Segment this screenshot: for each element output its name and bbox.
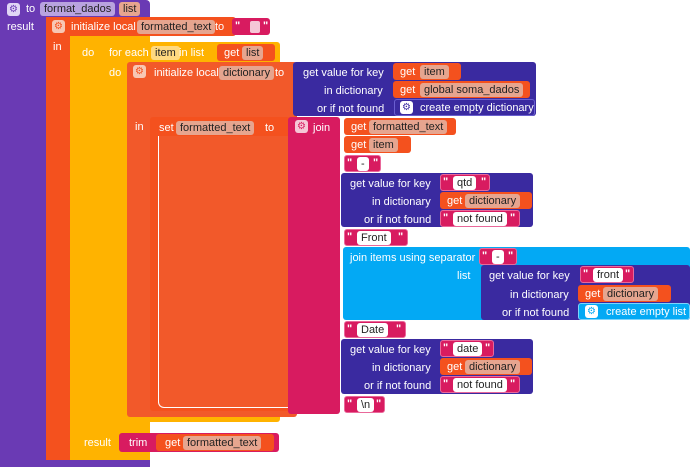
get-formatted-text-result-label: get [165,437,181,449]
get-item-top-var[interactable]: item [420,65,449,79]
text-front-key[interactable]: front [593,268,624,282]
init-dict-label: initialize local [154,67,219,79]
quote-close: " [263,20,269,32]
text-nf-date[interactable]: not found [453,378,507,392]
quote-close: " [373,157,379,169]
join-label: join [313,122,331,134]
init-local-to-label: to [215,21,225,33]
get-formatted-text-label: get [351,121,367,133]
quote-close: " [485,342,491,354]
init-local-var[interactable]: formatted_text [137,20,216,34]
gvfk-date-label: get value for key [350,344,431,356]
get-dict-qtd-var[interactable]: dictionary [465,194,521,208]
quote-open: " [443,342,449,354]
get-global-label: get [400,84,416,96]
text-nf-qtd[interactable]: not found [453,212,507,226]
for-each-do-label: do [109,67,122,79]
create-list-gear-icon[interactable]: ⚙ [585,305,598,318]
join-gear-icon[interactable]: ⚙ [295,120,308,133]
in-dict-front-label: in dictionary [510,289,569,301]
text-date-key[interactable]: date [453,342,483,356]
quote-close: " [625,268,631,280]
get-dict-date-label: get [447,361,463,373]
quote-close: " [398,231,404,243]
result-trim-label: result [84,437,111,449]
proc-param[interactable]: list [119,2,141,16]
join-separator-label: join items using separator [350,252,476,264]
init-dict-var[interactable]: dictionary [219,66,275,80]
quote-open: " [347,398,353,410]
empty-text-field[interactable] [250,21,260,33]
get-item-label: get [351,139,367,151]
text-dash-1[interactable]: - [357,157,369,171]
get-global-var[interactable]: global soma_dados [420,83,524,97]
init-local-in-label: in [53,41,62,53]
in-dict-top-label: in dictionary [324,85,383,97]
get-dict-front-label: get [585,288,601,300]
nf-front-label: or if not found [502,307,570,319]
quote-close: " [481,176,487,188]
in-dict-qtd-label: in dictionary [372,196,431,208]
or-not-found-top-label: or if not found [317,103,385,115]
get-formatted-text-var[interactable]: formatted_text [369,120,448,134]
gvfk-top-label: get value for key [303,67,384,79]
for-each-item-var[interactable]: item [151,46,180,60]
in-dict-date-label: in dictionary [372,362,431,374]
set-to-label: to [265,122,275,134]
get-item-top-label: get [400,66,416,78]
do-label: do [82,47,95,59]
quote-open: " [235,20,241,32]
set-block-body [158,136,288,408]
get-list-label: get [224,47,240,59]
in-list-label: in list [179,47,205,59]
proc-result-label: result [7,21,34,33]
quote-open: " [482,250,488,262]
get-list-var[interactable]: list [242,46,264,60]
create-empty-list-label: create empty list [606,306,687,318]
quote-open: " [347,157,353,169]
quote-open: " [443,378,449,390]
quote-open: " [583,268,589,280]
for-each-label: for each [109,47,149,59]
quote-close: " [510,378,516,390]
quote-open: " [443,176,449,188]
quote-open: " [443,212,449,224]
trim-label: trim [129,437,148,449]
init-dict-to-label: to [275,67,285,79]
init-dict-in-label: in [135,121,144,133]
get-dict-date-var[interactable]: dictionary [465,360,521,374]
quote-open: " [347,231,353,243]
get-dict-qtd-label: get [447,195,463,207]
init-local-gear-icon[interactable]: ⚙ [52,20,65,33]
list-label: list [457,270,471,282]
gvfk-qtd-label: get value for key [350,178,431,190]
quote-close: " [396,323,402,335]
quote-close: " [376,398,382,410]
create-dict-gear-icon[interactable]: ⚙ [400,101,413,114]
set-var[interactable]: formatted_text [176,121,255,135]
get-item-var[interactable]: item [369,138,398,152]
quote-close: " [510,212,516,224]
proc-name-field[interactable]: format_dados [40,2,116,16]
mutator-gear-icon[interactable]: ⚙ [7,3,20,16]
text-newline[interactable]: \n [357,398,375,412]
get-formatted-text-result-var[interactable]: formatted_text [183,436,262,450]
set-label: set [159,122,174,134]
init-local-label: initialize local [71,21,136,33]
proc-to-label: to [26,3,36,15]
gvfk-front-label: get value for key [489,270,570,282]
create-empty-dict-block[interactable] [394,99,535,116]
quote-open: " [347,323,353,335]
text-dash-2[interactable]: - [492,250,504,264]
nf-qtd-label: or if not found [364,214,432,226]
create-empty-dict-label: create empty dictionary [420,102,534,114]
get-dict-front-var[interactable]: dictionary [603,287,659,301]
text-front[interactable]: Front [357,231,391,245]
text-qtd[interactable]: qtd [453,176,477,190]
init-dict-gear-icon[interactable]: ⚙ [133,65,146,78]
quote-close: " [508,250,514,262]
nf-date-label: or if not found [364,380,432,392]
join-block[interactable] [288,117,340,414]
text-date[interactable]: Date [357,323,389,337]
